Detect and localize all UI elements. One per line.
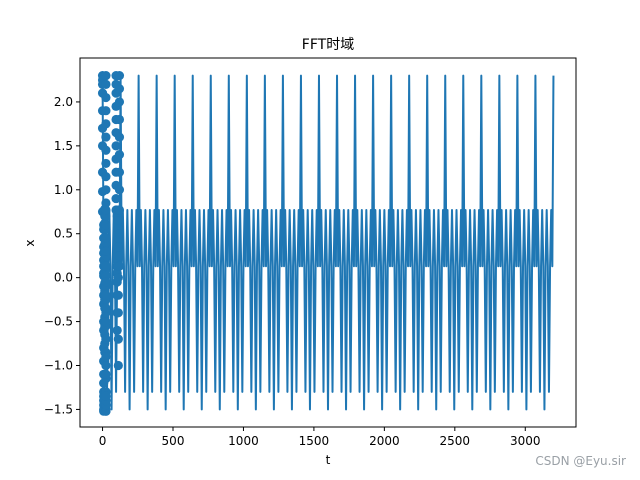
- axes-frame: [79, 57, 577, 428]
- x-tick-label: 0: [99, 434, 107, 448]
- y-tick-label: −1.0: [44, 359, 73, 373]
- x-tick-label: 1500: [299, 434, 330, 448]
- y-axis-label: x: [23, 239, 37, 246]
- marker-point: [101, 233, 111, 243]
- marker-point: [113, 360, 123, 371]
- marker-point: [101, 360, 111, 371]
- x-tick-label: 500: [162, 434, 185, 448]
- marker-point: [114, 114, 125, 125]
- x-tick-label: 2500: [440, 434, 471, 448]
- x-tick-label: 1000: [228, 434, 259, 448]
- marker-point: [111, 193, 121, 204]
- x-tick-label: 3000: [510, 434, 541, 448]
- marker-point: [101, 261, 111, 271]
- marker-point: [114, 84, 125, 94]
- y-ticks: −1.5 −1.0 −0.5 0.0 0.5 1.0 1.5 2.0: [44, 95, 80, 416]
- marker-point: [101, 119, 111, 129]
- marker-point: [114, 70, 125, 81]
- marker-point: [113, 308, 123, 318]
- marker-point: [101, 158, 111, 169]
- marker-point: [101, 369, 111, 379]
- plot-area: [97, 70, 555, 416]
- marker-point: [101, 277, 111, 287]
- marker-point: [101, 334, 111, 344]
- marker-point: [101, 106, 111, 116]
- series-line: [101, 74, 555, 411]
- marker-point: [101, 172, 111, 182]
- y-tick-label: −1.5: [44, 402, 73, 416]
- y-tick-label: 1.5: [54, 139, 73, 153]
- x-ticks: 0 500 1000 1500 2000 2500 3000: [99, 427, 541, 448]
- marker-point: [101, 316, 111, 327]
- y-tick-label: 0.5: [54, 227, 73, 241]
- marker-point: [101, 198, 111, 208]
- marker-point: [101, 391, 111, 401]
- marker-point: [114, 150, 125, 160]
- marker-point: [112, 325, 122, 335]
- y-tick-label: −0.5: [44, 315, 73, 329]
- marker-point: [114, 97, 125, 107]
- marker-point: [101, 220, 111, 230]
- marker-point: [101, 70, 111, 81]
- marker-point: [114, 167, 125, 177]
- marker-point: [101, 79, 111, 89]
- marker-point: [101, 132, 111, 142]
- y-tick-label: 1.0: [54, 183, 73, 197]
- marker-point: [114, 205, 125, 215]
- y-tick-label: 0.0: [54, 271, 73, 285]
- marker-point: [113, 334, 123, 344]
- marker-point: [114, 229, 125, 239]
- x-tick-label: 2000: [369, 434, 400, 448]
- marker-point: [101, 92, 111, 103]
- marker-point: [101, 303, 111, 313]
- marker-point: [113, 290, 123, 300]
- marker-point: [101, 205, 111, 215]
- marker-point: [113, 215, 123, 226]
- marker-point: [101, 246, 111, 256]
- marker-point: [101, 290, 111, 300]
- watermark-text: CSDN @Eyu.sir: [535, 454, 626, 468]
- marker-point: [101, 185, 111, 195]
- chart-title: FFT时域: [302, 37, 354, 53]
- marker-point: [101, 145, 111, 155]
- marker-point: [114, 185, 125, 195]
- marker-point: [114, 251, 125, 261]
- marker-point: [114, 132, 125, 142]
- marker-point: [111, 141, 121, 151]
- y-tick-label: 2.0: [54, 95, 73, 109]
- marker-point: [113, 242, 123, 252]
- marker-point: [101, 352, 111, 362]
- marker-point: [113, 273, 123, 283]
- x-axis-label: t: [326, 453, 331, 467]
- marker-point: [114, 261, 125, 271]
